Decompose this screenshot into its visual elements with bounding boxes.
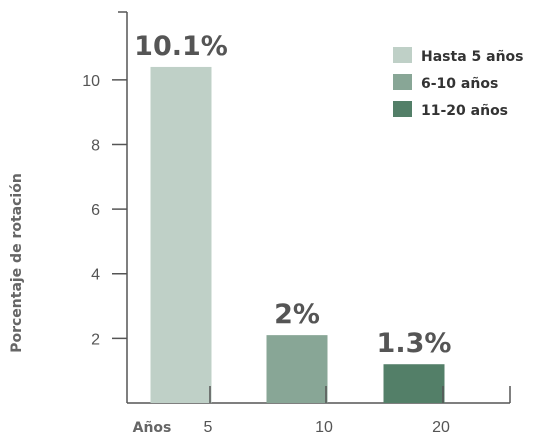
legend-swatch [393,47,412,63]
y-tick-label: 4 [91,267,100,284]
x-axis-title: Años [133,420,172,436]
data-label-2: 2% [274,299,320,330]
bars [150,66,445,403]
legend-swatch [393,101,412,117]
y-tick-label: 8 [91,137,100,154]
y-tick-label: 2 [91,331,100,348]
bar-3 [383,364,445,403]
legend-label: 11-20 años [421,103,508,119]
legend-label: Hasta 5 años [421,49,524,65]
x-tick-label: 5 [204,419,213,436]
legend: Hasta 5 años 6-10 años 11-20 años [393,47,524,119]
x-tick-label: 20 [432,419,450,436]
y-tick-label: 10 [82,73,100,90]
bar-2 [266,335,328,403]
data-labels: 10.1% 2% 1.3% [134,31,451,359]
x-ticks: 5 10 20 [204,386,450,436]
data-label-1: 10.1% [134,31,228,62]
bar-1 [150,66,212,403]
y-axis-title: Porcentaje de rotación [9,173,25,353]
y-ticks: 2 4 6 8 10 [82,73,127,348]
legend-swatch [393,74,412,90]
data-label-3: 1.3% [377,328,452,359]
x-tick-label: 10 [315,419,333,436]
legend-label: 6-10 años [421,76,498,92]
y-tick-label: 6 [91,202,100,219]
